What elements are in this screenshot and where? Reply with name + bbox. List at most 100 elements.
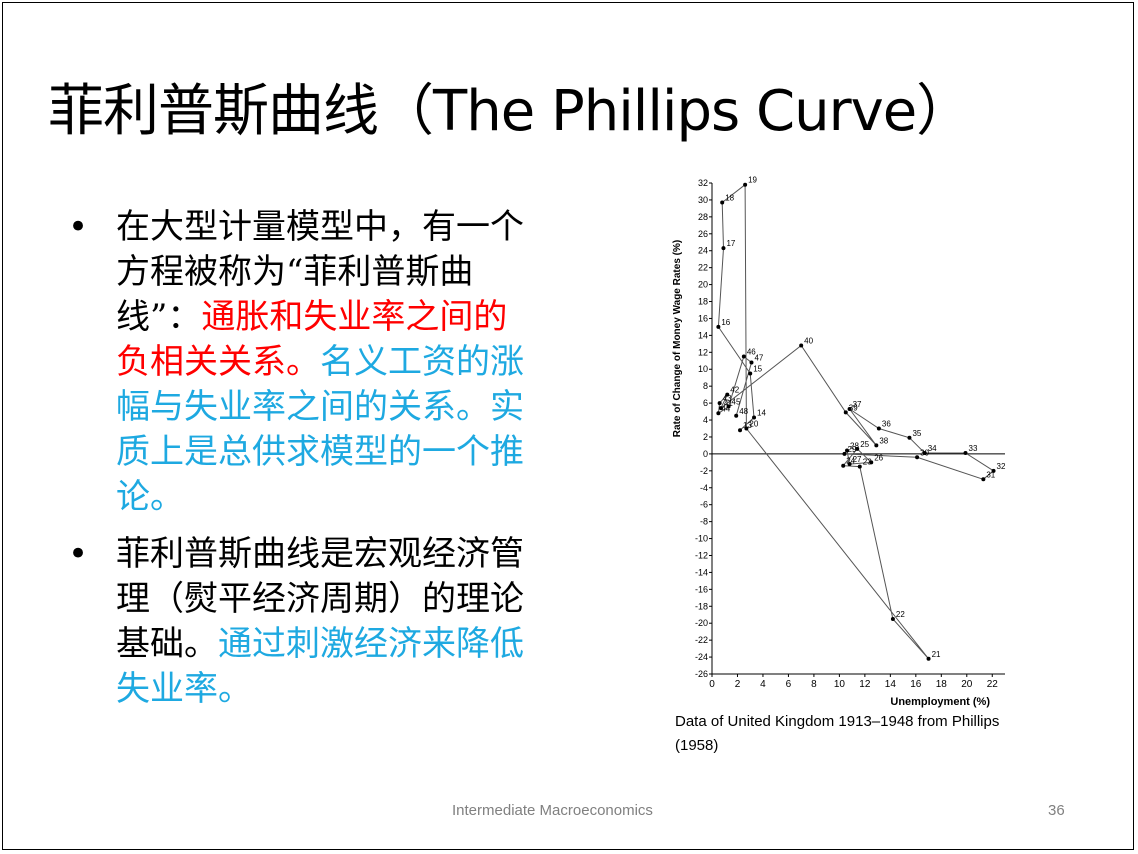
data-point-label: 41 xyxy=(724,399,733,408)
y-tick-label: -6 xyxy=(700,500,708,510)
data-point xyxy=(843,410,848,415)
data-point-label: 24 xyxy=(846,457,855,466)
y-tick-label: 30 xyxy=(698,195,708,205)
x-tick-label: 2 xyxy=(735,679,741,690)
bullet2-text: 菲利普斯曲线是宏观经济管理（熨平经济周期）的理论基础。 xyxy=(116,534,524,664)
x-tick-label: 12 xyxy=(859,679,871,690)
y-tick-label: -18 xyxy=(695,601,708,611)
data-point-label: 40 xyxy=(804,337,813,346)
data-point-label: 34 xyxy=(928,444,937,453)
footer-course-name: Intermediate Macroeconomics xyxy=(452,802,653,819)
data-point-label: 38 xyxy=(879,436,888,445)
data-point xyxy=(741,354,746,359)
data-point-label: 14 xyxy=(757,408,766,417)
bullet1-highlight-red: 通胀和失业率之间的负相关关系。 xyxy=(116,297,508,382)
data-point-label: 13 xyxy=(743,421,752,430)
data-point xyxy=(752,415,757,420)
data-point-label: 47 xyxy=(754,353,763,362)
bullet-list: • 在大型计量模型中，有一个方程被称为“菲利普斯曲线”：通胀和失业率之间的负相关… xyxy=(60,205,530,712)
data-point-label: 19 xyxy=(748,176,757,185)
y-tick-label: 12 xyxy=(698,347,708,357)
slide-title: 菲利普斯曲线（The Phillips Curve） xyxy=(48,79,972,144)
data-point xyxy=(720,200,725,205)
y-tick-label: -20 xyxy=(695,618,708,628)
data-point xyxy=(749,360,754,365)
data-point-label: 28 xyxy=(850,442,859,451)
y-tick-label: 18 xyxy=(698,297,708,307)
bullet2-highlight-blue: 通过刺激经济来降低失业率。 xyxy=(116,624,524,709)
bullet-dot-icon: • xyxy=(68,534,89,574)
y-tick-label: 2 xyxy=(703,432,708,442)
data-point xyxy=(855,446,860,451)
y-tick-label: -10 xyxy=(695,534,708,544)
data-point xyxy=(716,324,721,329)
y-tick-label: -24 xyxy=(695,652,708,662)
y-tick-label: 0 xyxy=(703,449,708,459)
y-tick-label: 20 xyxy=(698,280,708,290)
data-point-label: 16 xyxy=(721,318,730,327)
data-point-label: 22 xyxy=(896,610,905,619)
data-point xyxy=(718,406,723,411)
data-point xyxy=(847,462,852,467)
data-point xyxy=(725,392,730,397)
phillips-curve-chart: 32302826242220181614121086420-2-4-6-8-10… xyxy=(672,176,1006,708)
data-point-label: 33 xyxy=(969,444,978,453)
y-tick-label: -12 xyxy=(695,550,708,560)
data-point xyxy=(799,343,804,348)
data-point xyxy=(717,401,722,406)
data-point xyxy=(738,428,743,433)
x-tick-label: 0 xyxy=(709,679,715,690)
y-tick-label: 16 xyxy=(698,313,708,323)
data-point xyxy=(721,246,726,251)
x-tick-label: 6 xyxy=(786,679,792,690)
data-connecting-line xyxy=(717,183,995,660)
y-tick-label: 28 xyxy=(698,212,708,222)
data-point-label: 21 xyxy=(932,650,941,659)
data-point-label: 44 xyxy=(721,404,730,413)
data-point xyxy=(890,616,895,621)
data-point-label: 35 xyxy=(912,429,921,438)
data-point-label: 27 xyxy=(853,455,862,464)
data-point-label: 17 xyxy=(726,239,735,248)
y-tick-label: 8 xyxy=(703,381,708,391)
data-point xyxy=(915,455,920,460)
x-tick-label: 20 xyxy=(961,679,973,690)
data-point xyxy=(981,477,986,482)
data-point xyxy=(841,463,846,468)
y-axis-label: Rate of Change of Money Wage Rates (%) xyxy=(672,240,683,437)
x-tick-label: 18 xyxy=(936,679,948,690)
data-point-label: 39 xyxy=(849,403,858,412)
y-tick-label: 4 xyxy=(703,415,708,425)
data-point-label: 29 xyxy=(847,445,856,454)
data-point-label: 26 xyxy=(874,453,883,462)
data-point xyxy=(845,448,850,453)
x-tick-label: 10 xyxy=(834,679,846,690)
data-point xyxy=(726,404,731,409)
data-point xyxy=(963,451,968,456)
data-point xyxy=(744,426,749,431)
y-tick-label: -26 xyxy=(695,669,708,679)
y-tick-label: 26 xyxy=(698,229,708,239)
data-point xyxy=(907,435,912,440)
data-point-label: 37 xyxy=(853,400,862,409)
x-tick-label: 16 xyxy=(910,679,922,690)
data-point-label: 32 xyxy=(997,462,1006,471)
data-point xyxy=(991,468,996,473)
data-point xyxy=(857,464,862,469)
y-tick-label: -22 xyxy=(695,635,708,645)
data-point-label: 18 xyxy=(725,193,734,202)
y-tick-label: 14 xyxy=(698,330,708,340)
data-point xyxy=(869,460,874,465)
data-point xyxy=(743,182,748,187)
x-axis-label: Unemployment (%) xyxy=(890,696,990,708)
data-point-label: 42 xyxy=(730,386,739,395)
data-point xyxy=(734,413,739,418)
bullet1-text: 在大型计量模型中，有一个方程被称为“菲利普斯曲线”： xyxy=(116,207,524,337)
y-tick-label: 32 xyxy=(698,178,708,188)
data-point-label: 15 xyxy=(753,364,762,373)
data-point-label: 45 xyxy=(732,397,741,406)
data-point xyxy=(716,411,721,416)
data-point-label: 46 xyxy=(747,348,756,357)
data-point xyxy=(842,451,847,456)
